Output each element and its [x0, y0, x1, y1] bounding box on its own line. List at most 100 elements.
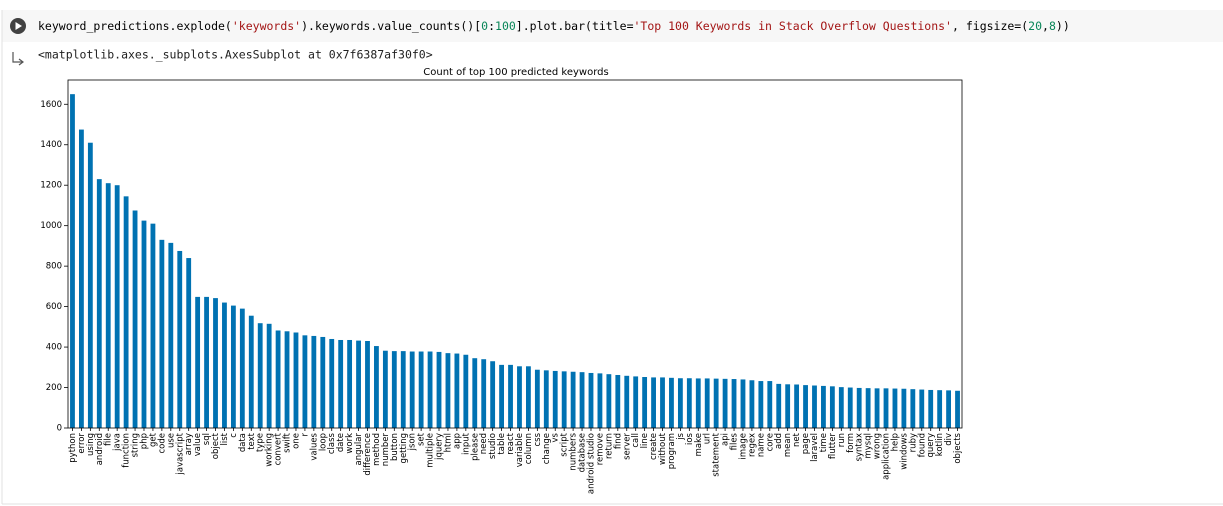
x-tick-label: date [336, 433, 346, 452]
bar [785, 384, 791, 428]
bar [517, 366, 522, 428]
bar [445, 353, 451, 428]
x-tick-label: change [542, 433, 552, 464]
bar [570, 371, 576, 428]
bar [633, 376, 639, 428]
x-tick-label: make [694, 433, 704, 456]
code-token: 'Top 100 Keywords in Stack Overflow Ques… [634, 19, 953, 33]
x-tick-label: json [408, 433, 418, 451]
bar [204, 296, 209, 428]
x-tick-label: windows [899, 432, 909, 469]
bar [651, 377, 656, 428]
x-tick-label: loop [318, 433, 328, 451]
x-tick-label: type [256, 433, 266, 452]
x-tick-label: text [247, 432, 257, 449]
x-tick-label: r [300, 433, 310, 437]
bar [758, 381, 764, 428]
bar [606, 374, 612, 428]
x-tick-label: jquery [435, 433, 445, 461]
bar [374, 346, 379, 428]
bar [561, 371, 567, 428]
bar [677, 378, 683, 428]
x-tick-label: working [265, 433, 275, 467]
bar [767, 381, 773, 428]
bar [660, 377, 665, 428]
x-tick-label: api [721, 433, 731, 446]
bar [248, 315, 254, 428]
code-token: ).keywords.value_counts()[ [301, 19, 481, 33]
code-token: , [1042, 19, 1049, 33]
x-tick-label: wrong [873, 433, 883, 459]
x-tick-label: ios [685, 432, 695, 445]
bar [96, 179, 102, 428]
bar [847, 387, 853, 428]
bar [114, 185, 120, 428]
bar [347, 339, 353, 428]
bar [749, 380, 755, 428]
code-token: 8 [1049, 19, 1056, 33]
x-tick-label: need [479, 433, 489, 454]
x-tick-label: without [658, 432, 668, 465]
x-tick-label: database [578, 433, 588, 472]
x-tick-label: program [667, 433, 677, 469]
bar [552, 370, 558, 428]
bar [776, 383, 782, 428]
x-tick-label: call [631, 433, 641, 448]
x-tick-label: ruby [908, 433, 918, 452]
bar [302, 335, 308, 428]
bar [239, 308, 245, 428]
bar [365, 341, 370, 428]
x-tick-label: studio [488, 433, 498, 459]
x-tick-label: run [837, 433, 847, 447]
x-tick-label: found [917, 433, 927, 457]
bar [740, 379, 746, 428]
x-tick-label: server [622, 433, 632, 460]
bar [937, 390, 943, 428]
x-tick-label: error [77, 432, 87, 453]
bar [731, 379, 737, 428]
bar [624, 375, 630, 428]
bar [409, 351, 415, 428]
bar [883, 388, 889, 428]
x-tick-label: mean [783, 433, 793, 457]
x-tick-label: statement [712, 432, 722, 476]
x-tick-label: column [524, 433, 534, 464]
bar [856, 387, 862, 428]
bar [901, 388, 907, 428]
bar [213, 298, 218, 428]
x-tick-label: java [113, 433, 123, 452]
bar [311, 335, 317, 428]
x-tick-label: android [95, 433, 105, 465]
bar [713, 378, 719, 428]
bar [490, 361, 496, 428]
bar [159, 239, 165, 428]
x-tick-label: application [882, 433, 892, 480]
bar [418, 351, 424, 428]
bar [132, 210, 138, 428]
bar [427, 351, 433, 428]
bar [499, 364, 505, 428]
y-tick-label: 200 [46, 383, 62, 393]
x-tick-label: php [139, 433, 149, 449]
x-tick-label: data [238, 433, 248, 452]
x-tick-label: return [604, 433, 614, 459]
x-tick-label: name [756, 433, 766, 457]
bar [821, 385, 826, 428]
bar [195, 296, 201, 428]
bar [78, 129, 84, 428]
x-tick-label: angular [354, 433, 364, 466]
x-tick-label: react [506, 432, 516, 454]
bar [874, 388, 880, 428]
bar [794, 384, 800, 428]
code-token: ].plot.bar(title= [516, 19, 634, 33]
bar [329, 338, 335, 428]
axes-frame [67, 79, 963, 429]
bar [481, 359, 487, 428]
x-tick-label: swift [283, 432, 293, 453]
code-token: , figsize=( [952, 19, 1028, 33]
chart: 0 200 400 600 800 1000 1200 1400 1600 pythonerror… [40, 94, 963, 494]
bar [266, 323, 272, 428]
x-tick-label: getting [399, 433, 409, 463]
code-token: )) [1056, 19, 1070, 33]
bar [123, 196, 129, 428]
